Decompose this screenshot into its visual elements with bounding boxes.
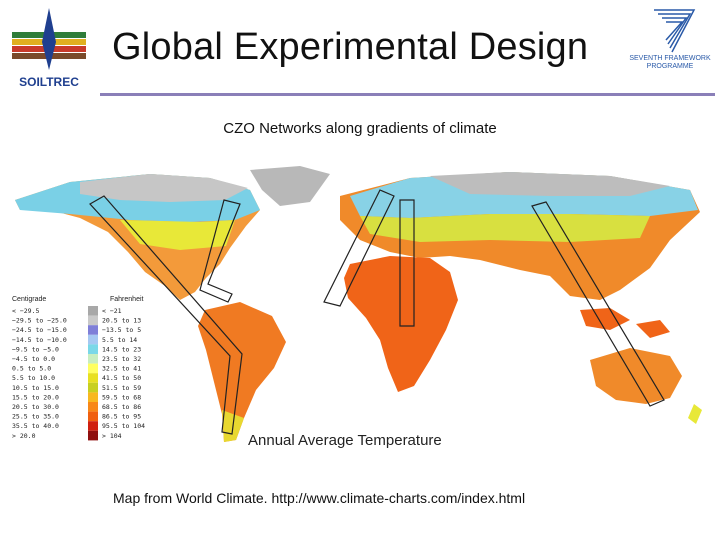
- legend-celsius-row: < −29.5: [12, 307, 39, 315]
- transect-europe-africa-central: [399, 199, 415, 327]
- legend-fahrenheit-row: 32.5 to 41: [102, 365, 141, 373]
- legend-celsius-row: 0.5 to 5.0: [12, 365, 51, 373]
- legend-color-swatch: [88, 363, 98, 374]
- legend-celsius-row: 35.5 to 40.0: [12, 422, 59, 430]
- legend-fahrenheit-row: 5.5 to 14: [102, 336, 137, 344]
- map-title: Annual Average Temperature: [248, 432, 442, 449]
- legend-celsius-row: 15.5 to 20.0: [12, 393, 59, 401]
- legend-celsius-row: −9.5 to −5.0: [12, 345, 59, 353]
- legend-fahrenheit-row: 14.5 to 23: [102, 345, 141, 353]
- legend-fahrenheit-row: −13.5 to 5: [102, 326, 141, 334]
- transect-americas-west: [89, 195, 243, 435]
- legend-celsius-row: −29.5 to −25.0: [12, 317, 67, 325]
- legend-celsius-row: 5.5 to 10.0: [12, 374, 55, 382]
- legend-color-swatch: [88, 306, 98, 316]
- legend-fahrenheit-row: 59.5 to 68: [102, 393, 141, 401]
- legend-color-swatch: [88, 344, 98, 354]
- legend-fahrenheit-row: 20.5 to 13: [102, 317, 141, 325]
- source-caption: Map from World Climate. http://www.clima…: [113, 490, 526, 506]
- legend-fahrenheit-row: 68.5 to 86: [102, 403, 141, 411]
- transect-asia-australia: [531, 201, 665, 407]
- transect-north-america-east: [199, 199, 241, 303]
- greenland-landmass: [250, 166, 330, 206]
- slide-subtitle: CZO Networks along gradients of climate: [223, 120, 497, 137]
- legend-color-swatch: [88, 430, 98, 441]
- australia-landmass: [590, 348, 682, 404]
- south-america-landmass: [198, 302, 286, 442]
- legend-celsius-header: Centigrade: [12, 296, 46, 303]
- legend-celsius-row: 10.5 to 15.0: [12, 384, 59, 392]
- header-divider: [100, 93, 715, 96]
- legend-color-swatch: [88, 354, 98, 364]
- legend-color-swatch: [88, 382, 98, 393]
- legend-celsius-row: > 20.0: [12, 432, 36, 440]
- legend-color-swatch: [88, 334, 98, 345]
- legend-celsius-row: −4.5 to 0.0: [12, 355, 55, 363]
- page-title: Global Experimental Design: [112, 26, 589, 68]
- legend-color-swatch: [88, 315, 98, 326]
- temperature-legend: Centigrade Fahrenheit < −29.5 < −21 −29.5 …: [12, 296, 145, 441]
- legend-fahrenheit-row: > 104: [102, 432, 122, 440]
- legend-fahrenheit-row: 95.5 to 104: [102, 422, 145, 430]
- world-temperature-map: Centigrade Fahrenheit < −29.5 < −21 −29.5 …: [12, 166, 702, 449]
- legend-color-swatch: [88, 411, 98, 422]
- legend-celsius-row: 25.5 to 35.0: [12, 413, 59, 421]
- transect-europe-africa-west: [323, 189, 395, 307]
- legend-fahrenheit-row: 23.5 to 32: [102, 355, 141, 363]
- legend-fahrenheit-row: 86.5 to 95: [102, 413, 141, 421]
- legend-celsius-row: −14.5 to −10.0: [12, 336, 67, 344]
- legend-color-swatch: [88, 373, 98, 383]
- seventh-framework-logo: SEVENTH FRAMEWORK PROGRAMME: [629, 9, 711, 70]
- legend-celsius-row: 20.5 to 30.0: [12, 403, 59, 411]
- soiltrec-logo: SOILTREC: [12, 8, 86, 89]
- seventh-framework-logo-line2: PROGRAMME: [647, 63, 694, 70]
- seventh-framework-logo-line1: SEVENTH FRAMEWORK: [629, 55, 711, 62]
- legend-color-swatch: [88, 421, 98, 431]
- legend-color-swatch: [88, 402, 98, 412]
- legend-fahrenheit-row: 41.5 to 50: [102, 374, 141, 382]
- legend-celsius-row: −24.5 to −15.0: [12, 326, 67, 334]
- legend-fahrenheit-row: 51.5 to 59: [102, 384, 141, 392]
- legend-fahrenheit-header: Fahrenheit: [110, 296, 144, 303]
- legend-color-swatch: [88, 392, 98, 402]
- soiltrec-logo-text: SOILTREC: [19, 75, 79, 89]
- africa-landmass: [344, 256, 458, 392]
- legend-color-swatch: [88, 325, 98, 335]
- legend-fahrenheit-row: < −21: [102, 307, 122, 315]
